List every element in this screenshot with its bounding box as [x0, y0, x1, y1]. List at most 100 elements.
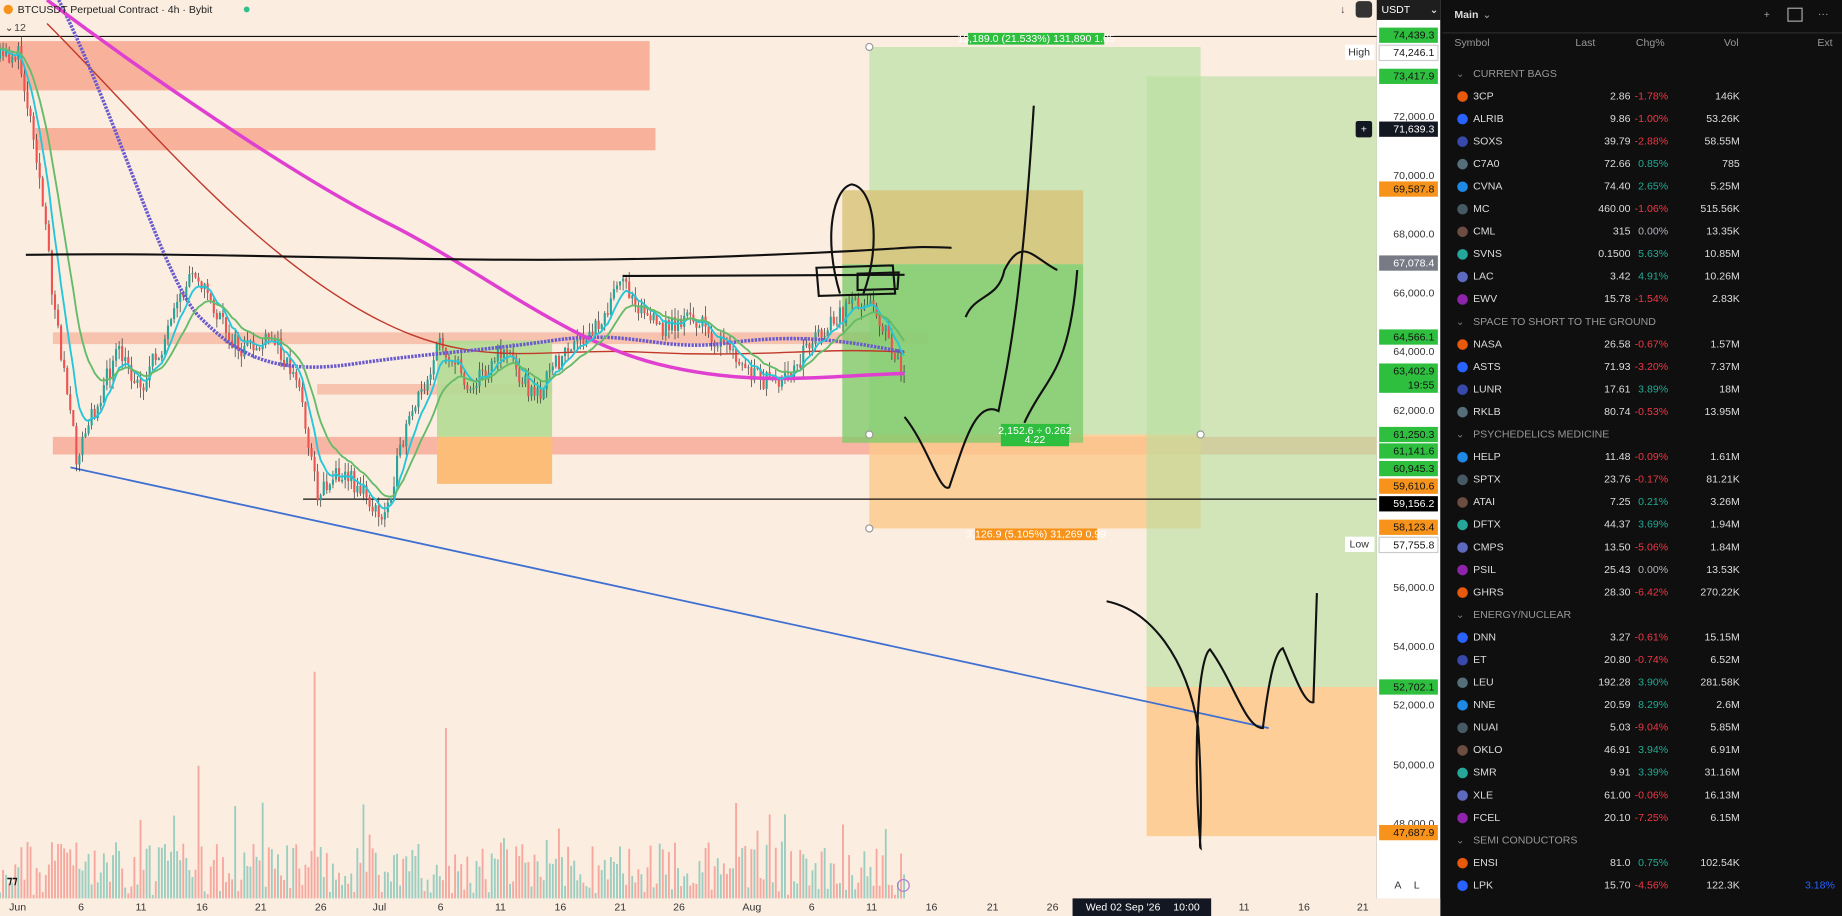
watchlist-title[interactable]: Main	[1454, 9, 1478, 21]
watchlist-row[interactable]	[1444, 152, 1840, 176]
watchlist-row[interactable]	[1444, 648, 1840, 672]
symbol[interactable]: NNE	[1473, 699, 1495, 711]
more-button[interactable]: ···	[1818, 8, 1829, 20]
symbol[interactable]: C7A0	[1473, 158, 1500, 170]
watchlist-row[interactable]	[1444, 581, 1840, 604]
symbol[interactable]: XLE	[1473, 789, 1493, 801]
symbol[interactable]: FCEL	[1473, 812, 1500, 824]
watchlist-row[interactable]	[1444, 536, 1840, 559]
watchlist-row[interactable]	[1444, 220, 1840, 244]
watchlist-row[interactable]	[1444, 851, 1840, 875]
button[interactable]	[1355, 1, 1373, 18]
symbol[interactable]: SMR	[1473, 767, 1497, 779]
chevron[interactable]: ⌄	[1456, 68, 1465, 80]
watchlist-row[interactable]	[1444, 671, 1840, 695]
symbol[interactable]: ENSI	[1473, 857, 1498, 869]
section-title[interactable]: SEMI CONDUCTORS	[1473, 834, 1577, 846]
watchlist-row[interactable]	[1444, 716, 1840, 740]
symbol[interactable]: SPTX	[1473, 474, 1501, 486]
symbol[interactable]: PSIL	[1473, 564, 1496, 576]
section-title[interactable]: ENERGY/NUCLEAR	[1473, 609, 1571, 621]
handle[interactable]	[865, 430, 874, 439]
watchlist-row[interactable]	[1444, 513, 1840, 537]
watchlist-row[interactable]	[1444, 197, 1840, 221]
symbol[interactable]: EWV	[1473, 293, 1497, 305]
chevron[interactable]: ⌄	[5, 22, 14, 34]
watchlist-row[interactable]	[1444, 694, 1840, 717]
watchlist-row[interactable]	[1444, 761, 1840, 785]
watchlist-row[interactable]	[1444, 468, 1840, 492]
symbol[interactable]: ALRIB	[1473, 113, 1504, 125]
watchlist-row[interactable]	[1444, 739, 1840, 762]
chart-title[interactable]: BTCUSDT Perpetual Contract · 4h · Bybit	[18, 4, 213, 16]
axis-button[interactable]: A	[1394, 879, 1402, 891]
watchlist-row[interactable]	[1444, 491, 1840, 514]
currency-select[interactable]	[1376, 0, 1441, 20]
section-title[interactable]: SPACE TO SHORT TO THE GROUND	[1473, 316, 1656, 328]
symbol[interactable]: SVNS	[1473, 248, 1502, 260]
watchlist-row[interactable]	[1444, 874, 1840, 897]
watchlist-row[interactable]	[1444, 288, 1840, 311]
watchlist-row[interactable]	[1444, 446, 1840, 469]
watchlist-row[interactable]	[1444, 400, 1840, 424]
watchlist-row[interactable]	[1444, 175, 1840, 198]
watchlist-row[interactable]	[1444, 806, 1840, 830]
symbol[interactable]: CML	[1473, 226, 1495, 238]
column-header[interactable]: Symbol	[1454, 37, 1489, 49]
handle[interactable]	[865, 524, 874, 533]
button[interactable]	[1334, 1, 1351, 18]
indicator-count[interactable]: 12	[14, 22, 26, 34]
symbol[interactable]: CVNA	[1473, 181, 1503, 193]
watchlist-row[interactable]	[1444, 130, 1840, 153]
watchlist-row[interactable]	[1444, 626, 1840, 649]
chevron[interactable]: ⌄	[1456, 834, 1465, 846]
layout-button[interactable]	[1787, 7, 1803, 22]
column-header[interactable]: Vol	[1724, 37, 1739, 49]
chevron[interactable]: ⌄	[1456, 609, 1465, 621]
add-button[interactable]: +	[1764, 9, 1770, 21]
currency[interactable]: USDT	[1382, 4, 1411, 16]
symbol[interactable]: SOXS	[1473, 135, 1502, 147]
symbol[interactable]: NUAI	[1473, 722, 1498, 734]
chevron[interactable]: ⌄	[1456, 316, 1465, 328]
axis-button[interactable]: L	[1414, 879, 1420, 891]
symbol[interactable]: CMPS	[1473, 541, 1504, 553]
symbol[interactable]: ET	[1473, 654, 1487, 666]
crosshair-button[interactable]	[1355, 120, 1373, 138]
symbol[interactable]: DFTX	[1473, 519, 1501, 531]
column-header[interactable]: Chg%	[1636, 37, 1665, 49]
column-header[interactable]: Ext	[1817, 37, 1832, 49]
symbol[interactable]: LAC	[1473, 271, 1494, 283]
symbol[interactable]: LEU	[1473, 677, 1494, 689]
symbol[interactable]: ASTS	[1473, 361, 1501, 373]
watchlist-row[interactable]	[1444, 558, 1840, 582]
symbol[interactable]: MC	[1473, 203, 1490, 215]
crosshair-plus[interactable]: +	[1361, 124, 1367, 136]
watchlist-row[interactable]	[1444, 85, 1840, 108]
symbol[interactable]: OKLO	[1473, 744, 1502, 756]
chevron[interactable]: ⌄	[1430, 4, 1439, 16]
watchlist-row[interactable]	[1444, 378, 1840, 401]
symbol[interactable]: GHRS	[1473, 586, 1504, 598]
watchlist-row[interactable]	[1444, 107, 1840, 131]
symbol[interactable]: NASA	[1473, 338, 1503, 350]
section-title[interactable]: CURRENT BAGS	[1473, 68, 1557, 80]
symbol[interactable]: RKLB	[1473, 406, 1501, 418]
symbol[interactable]: HELP	[1473, 451, 1501, 463]
section-title[interactable]: PSYCHEDELICS MEDICINE	[1473, 429, 1609, 441]
column-header[interactable]: Last	[1575, 37, 1595, 49]
chevron[interactable]: ⌄	[1456, 429, 1465, 441]
replay-icon[interactable]	[896, 879, 910, 892]
symbol[interactable]: DNN	[1473, 631, 1496, 643]
watchlist-row[interactable]	[1444, 355, 1840, 379]
icon[interactable]: ↓	[1340, 4, 1345, 16]
symbol[interactable]: LUNR	[1473, 383, 1502, 395]
symbol[interactable]: ATAI	[1473, 496, 1495, 508]
symbol[interactable]: 3CP	[1473, 90, 1494, 102]
watchlist-row[interactable]	[1444, 265, 1840, 289]
chevron[interactable]: ⌄	[1483, 9, 1492, 21]
watchlist-row[interactable]	[1444, 333, 1840, 356]
watchlist-row[interactable]	[1444, 784, 1840, 807]
handle[interactable]	[865, 42, 874, 52]
handle[interactable]	[1196, 430, 1205, 439]
